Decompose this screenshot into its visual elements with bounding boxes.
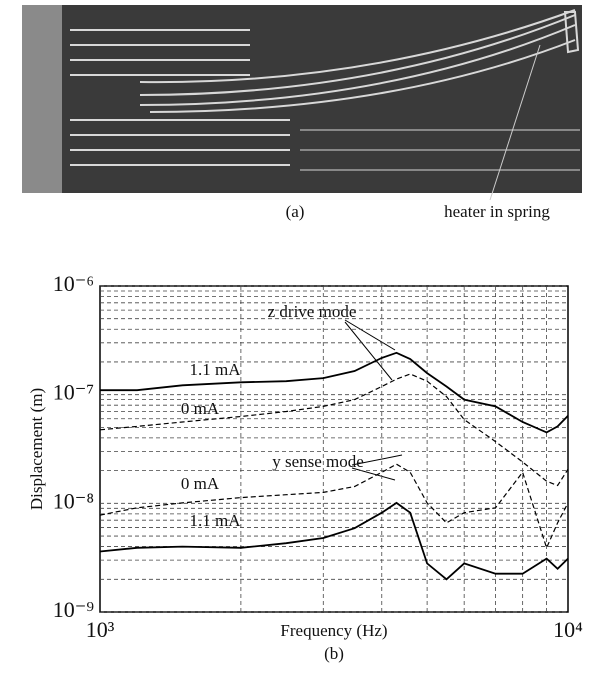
annotation: y sense mode [272,452,364,471]
series-label: 1.1 mA [190,511,242,530]
y-tick-label: 10⁻⁷ [53,380,94,405]
x-tick-label: 10⁴ [553,617,583,642]
photo-annotation: heater in spring [444,202,550,221]
annotation-arrows [344,319,403,481]
annotation: z drive mode [268,302,357,321]
caption-b: (b) [324,644,344,663]
plot-frame [99,285,569,613]
caption-a: (a) [286,202,305,221]
y-tick-label: 10⁻⁸ [53,488,94,513]
series-label: 1.1 mA [190,360,242,379]
series-line [99,373,569,487]
series-label: 0 mA [181,399,220,418]
x-axis-title: Frequency (Hz) [280,621,387,640]
series-line [100,351,569,434]
y-tick-label: 10⁻⁹ [53,597,95,622]
y-tick-label: 10⁻⁶ [53,271,94,296]
series-line [99,501,569,581]
sem-photo [22,5,582,201]
series-label: 0 mA [181,474,220,493]
y-axis-title: Displacement (m) [27,388,46,510]
series-line [99,463,569,550]
x-tick-label: 10³ [86,617,115,642]
